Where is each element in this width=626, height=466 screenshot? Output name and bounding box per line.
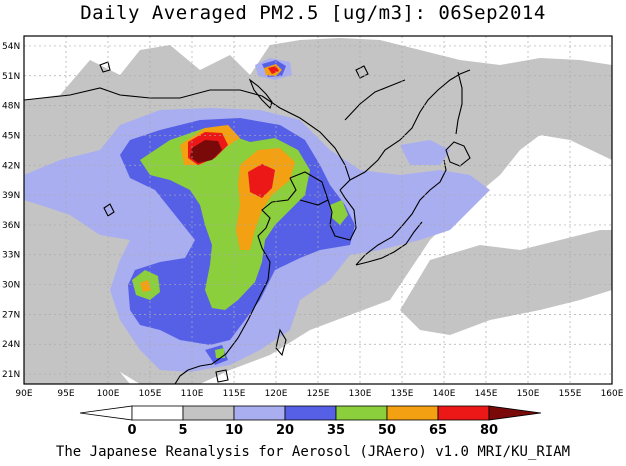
coastline-japan-honshu [355,159,447,266]
lon-tick-label: 140E [433,389,456,399]
coastlines [24,61,471,384]
colorbar-swatch [335,405,388,421]
lat-tick-label: 30N [2,281,20,291]
lon-tick-label: 115E [223,389,246,399]
colorbar-level-label: 50 [378,423,396,438]
lon-tick-label: 150E [517,389,540,399]
colorbar-level-label: 0 [127,423,136,438]
contour-65-80 [248,164,275,198]
lon-tick-label: 135E [391,389,414,399]
colorbar-level-label: 5 [178,423,187,438]
contour-5-10 [400,230,612,335]
coastline-taiwan [275,328,287,357]
map-gridlines [24,36,612,384]
lon-tick-label: 125E [307,389,330,399]
lake-baikal [248,78,273,110]
colorbar-level-label: 80 [480,423,498,438]
coastline-hokkaido [445,141,471,167]
island-small [99,61,111,73]
map-frame [23,35,613,385]
colorbar-swatch [233,405,286,421]
lon-tick-label: 120E [265,389,288,399]
contour-10-20 [400,140,450,165]
coastline-bohai [289,171,329,206]
colorbar-swatch [131,405,184,421]
coastline-sakhalin [455,71,463,135]
colorbar-swatch [437,405,490,421]
colorbar-max-arrow [488,405,542,421]
colorbar-swatch [284,405,337,421]
contour-35-50 [330,200,348,225]
colorbar-level-label: 35 [327,423,345,438]
colorbar-swatch [386,405,439,421]
lat-tick-label: 39N [2,191,20,201]
lon-tick-label: 160E [601,389,624,399]
colorbar-level-label: 65 [429,423,447,438]
lat-tick-label: 33N [2,251,20,261]
colorbar: 0 5 10 20 35 50 65 80 [79,405,542,438]
axis-ticks: 90E 95E 100E 105E 110E 115E 120E 125E 130E 135E 14… [2,42,624,399]
coastline-korea [327,189,357,241]
lat-tick-label: 45N [2,131,20,141]
colorbar-level-label: 20 [276,423,294,438]
lat-tick-label: 51N [2,72,20,82]
lon-tick-label: 100E [97,389,120,399]
map-title: Daily Averaged PM2.5 [ug/m3]: 06Sep2014 [80,2,546,24]
contour-80-plus [190,140,222,163]
lon-tick-label: 105E [139,389,162,399]
colorbar-min-arrow [79,405,133,421]
coastline-hainan [215,369,229,383]
lake-khanka [355,65,369,79]
lon-tick-label: 95E [57,389,74,399]
border-northeast [344,79,406,121]
lat-tick-label: 42N [2,161,20,171]
lat-tick-label: 54N [2,42,20,52]
lon-tick-label: 145E [475,389,498,399]
coastline-russia-east [339,69,471,191]
lat-tick-label: 36N [2,221,20,231]
lat-tick-label: 27N [2,310,20,320]
contour-50-65 [140,280,151,292]
coastline-japan-south [355,221,423,266]
lat-tick-label: 24N [2,340,20,350]
island-small [103,203,115,217]
lon-tick-label: 130E [349,389,372,399]
lon-tick-label: 90E [15,389,32,399]
footer-credit: The Japanese Reanalysis for Aerosol (JRA… [55,444,571,460]
lat-tick-label: 21N [2,370,20,380]
lon-tick-label: 110E [181,389,204,399]
colorbar-swatch [182,405,235,421]
lon-tick-label: 155E [559,389,582,399]
contour-35-50 [215,348,225,358]
coastline-vietnam [174,369,189,384]
colorbar-level-label: 10 [225,423,243,438]
lat-tick-label: 48N [2,102,20,112]
